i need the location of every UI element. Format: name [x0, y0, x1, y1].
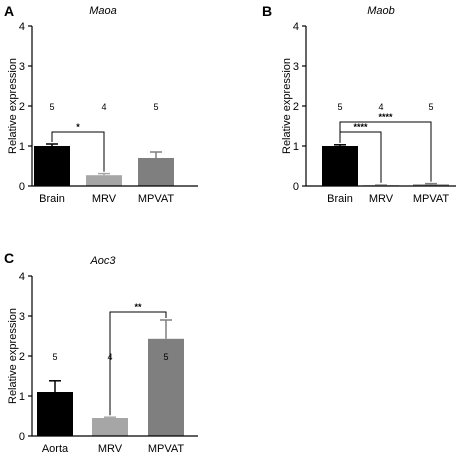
error-bars: [46, 143, 162, 176]
y-tick-label: 3: [19, 311, 25, 323]
y-tick-label: 1: [19, 391, 25, 403]
bars: [322, 146, 449, 186]
category-labels: Brain MRV MPVAT: [327, 193, 449, 205]
y-tick-label: 4: [19, 271, 25, 283]
significance-label: **: [134, 302, 142, 312]
significance-bracket: [51, 131, 105, 172]
y-axis-label: Relative expression: [281, 58, 293, 154]
significance-bracket: [109, 311, 167, 416]
axes: [305, 26, 456, 187]
category-label: Aorta: [42, 443, 69, 455]
n-label: 4: [101, 102, 106, 112]
panel-a: A Maoa Relative expression 0 1 2 3 4 * 5 4 5 B…: [4, 3, 198, 205]
y-axis-label: Relative expression: [7, 308, 19, 404]
chart-title: Maob: [367, 5, 395, 17]
category-labels: Brain MRV MPVAT: [39, 193, 174, 205]
error-bars: [49, 319, 172, 418]
bar-mpvat: [413, 184, 449, 186]
y-tick-label: 2: [19, 351, 25, 363]
category-label: MPVAT: [148, 443, 185, 455]
category-labels: Aorta MRV MPVAT: [42, 443, 185, 455]
bars: [34, 146, 174, 186]
bar-mrv: [86, 175, 122, 186]
significance-label: ****: [378, 112, 393, 122]
y-tick-label: 0: [19, 181, 25, 193]
significance-label: ****: [353, 122, 368, 132]
n-labels: 5 4 5: [49, 102, 158, 112]
chart-title: Maoa: [89, 5, 117, 17]
y-ticks: 0 1 2 3 4: [19, 271, 32, 443]
category-label: MPVAT: [138, 193, 175, 205]
category-label: MRV: [98, 443, 123, 455]
category-label: Brain: [327, 193, 353, 205]
bar-mpvat: [148, 338, 184, 436]
y-tick-label: 2: [293, 101, 299, 113]
y-tick-label: 4: [19, 21, 25, 33]
n-label: 5: [52, 352, 57, 362]
n-label: 4: [378, 102, 383, 112]
chart-title: Aoc3: [89, 255, 116, 267]
y-tick-label: 0: [19, 431, 25, 443]
bar-aorta: [37, 392, 73, 436]
y-tick-label: 2: [19, 101, 25, 113]
y-tick-label: 1: [19, 141, 25, 153]
n-label: 5: [49, 102, 54, 112]
significance-bracket: [339, 121, 432, 182]
significance-label: *: [76, 122, 80, 132]
n-label: 5: [163, 352, 168, 362]
y-tick-label: 1: [293, 141, 299, 153]
bar-brain: [322, 146, 358, 186]
y-ticks: 0 1 2 3 4: [19, 21, 32, 193]
significance-brackets: **** ****: [339, 112, 432, 183]
category-label: Brain: [39, 193, 65, 205]
n-labels: 5 4 5: [337, 102, 433, 112]
y-tick-label: 0: [293, 181, 299, 193]
n-label: 5: [153, 102, 158, 112]
category-label: MRV: [369, 193, 394, 205]
y-axis-label: Relative expression: [7, 58, 19, 154]
panel-letter: B: [262, 3, 272, 19]
n-label: 5: [428, 102, 433, 112]
significance-brackets: **: [109, 302, 167, 416]
category-label: MRV: [92, 193, 117, 205]
bar-brain: [34, 146, 70, 186]
category-label: MPVAT: [413, 193, 450, 205]
bar-mrv: [92, 418, 128, 436]
bar-mpvat: [138, 158, 174, 186]
n-labels: 5 4 5: [52, 352, 168, 362]
y-tick-label: 3: [293, 61, 299, 73]
y-ticks: 0 1 2 3 4: [293, 21, 306, 193]
n-label: 5: [337, 102, 342, 112]
y-tick-label: 4: [293, 21, 299, 33]
axes: [31, 276, 198, 437]
axes: [31, 26, 198, 187]
n-label: 4: [107, 352, 112, 362]
error-bars: [334, 144, 437, 186]
panel-letter: C: [4, 250, 14, 266]
y-tick-label: 3: [19, 61, 25, 73]
bars: [37, 338, 184, 436]
panel-letter: A: [4, 3, 14, 19]
significance-brackets: *: [51, 122, 105, 172]
